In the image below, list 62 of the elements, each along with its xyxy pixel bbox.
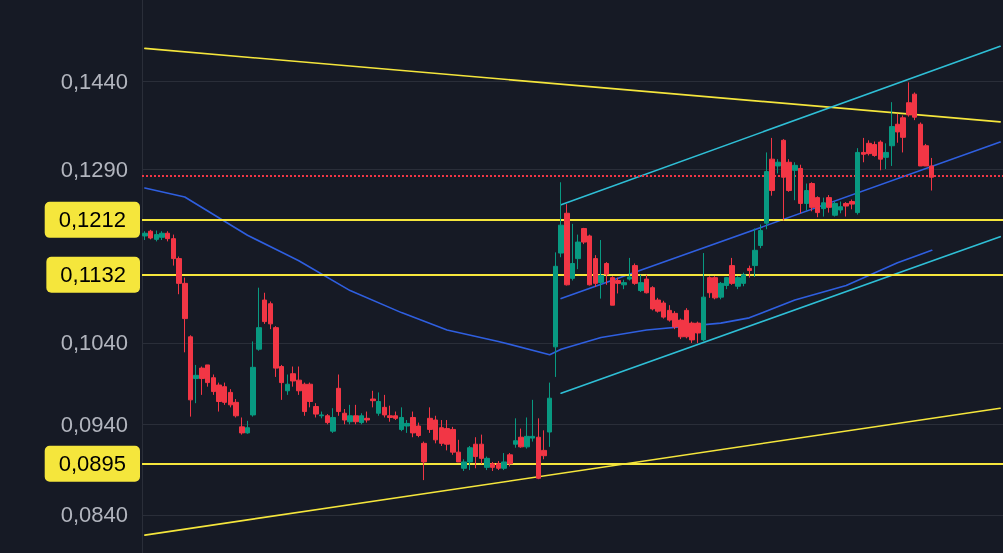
candlestick <box>598 239 604 300</box>
candlestick <box>364 411 370 424</box>
ref-line-label: 0,1212 <box>58 207 126 233</box>
candlestick <box>193 364 199 404</box>
candlestick <box>484 456 490 471</box>
candlestick <box>764 151 769 230</box>
y-tick-label: 0,1440 <box>60 68 128 94</box>
candlestick <box>250 340 256 418</box>
candlestick <box>501 452 507 471</box>
candlestick <box>701 252 706 342</box>
candlestick <box>752 228 758 278</box>
candlestick <box>804 183 809 212</box>
y-tick-label: 0,1290 <box>60 157 128 183</box>
candlestick <box>148 229 153 240</box>
candlestick <box>758 224 763 249</box>
candlestick <box>347 404 353 425</box>
candlestick <box>319 411 324 419</box>
candlestick <box>507 452 513 467</box>
candlestick <box>370 390 376 408</box>
candlestick <box>632 263 638 286</box>
candlestick <box>359 412 364 425</box>
candlestick <box>621 279 627 290</box>
candlestick <box>889 101 895 167</box>
candlestick <box>142 230 148 241</box>
candlestick <box>575 234 581 270</box>
candlestick <box>792 161 798 201</box>
candlestick <box>821 197 826 218</box>
candlestick <box>239 416 245 436</box>
candlestick <box>627 257 632 281</box>
candlestick <box>553 251 558 378</box>
ref-line-label: 0,1132 <box>60 262 126 288</box>
y-tick-label: 0,0840 <box>60 502 128 528</box>
candlestick <box>342 408 347 425</box>
candlestick <box>547 382 552 448</box>
candlestick <box>330 407 336 434</box>
candlestick <box>558 181 564 258</box>
candlestick <box>570 223 575 281</box>
candlestick <box>826 194 832 214</box>
candlestick <box>883 142 889 170</box>
candlestick <box>285 374 290 396</box>
candlestick <box>353 404 359 425</box>
y-tick-label: 0,0940 <box>60 411 128 437</box>
candlestick <box>376 391 381 417</box>
candlestick <box>638 274 644 293</box>
ref-line-label: 0,0895 <box>58 451 126 477</box>
candlestick <box>313 402 319 418</box>
candlestick <box>564 203 570 287</box>
candlestick <box>855 147 860 216</box>
candlestick <box>518 428 524 449</box>
candlestick <box>188 334 193 418</box>
candlestick <box>729 257 735 286</box>
candlestick <box>325 413 330 425</box>
y-tick-label: 0,1040 <box>60 330 128 356</box>
candlestick <box>747 265 752 279</box>
candlestick <box>256 287 262 352</box>
line-series <box>144 187 933 356</box>
candlestick <box>245 420 250 435</box>
candlestick <box>513 417 518 449</box>
candlestick <box>421 441 427 481</box>
candlestick <box>775 158 781 174</box>
candlestick <box>604 261 609 286</box>
candlestick <box>336 374 341 417</box>
